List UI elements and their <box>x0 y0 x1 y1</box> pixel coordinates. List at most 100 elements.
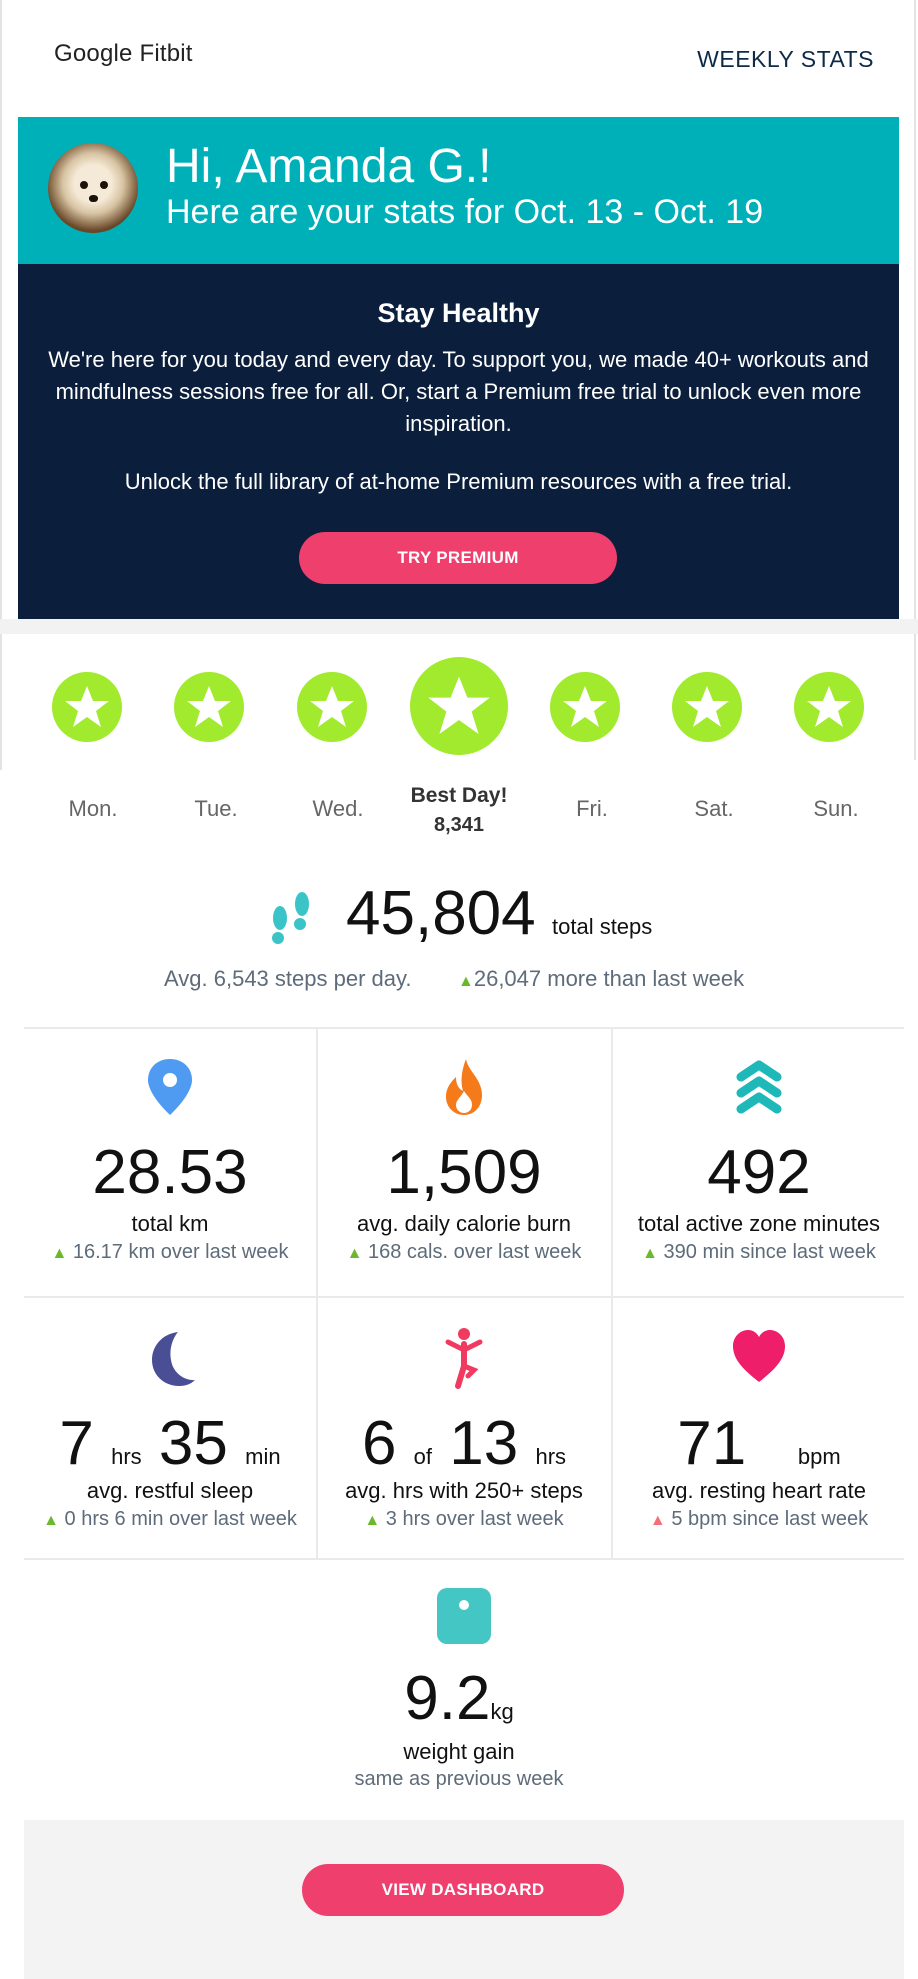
distance-value: 28.53 <box>92 1138 248 1207</box>
up-arrow-icon: ▲ <box>364 1512 381 1529</box>
steps-change: ▲26,047 more than last week <box>458 966 744 992</box>
heart-rate-number: 71 <box>677 1409 747 1478</box>
card-border-right <box>914 0 916 760</box>
day-label: Fri. <box>576 796 608 821</box>
sleep-change-text: 0 hrs 6 min over last week <box>64 1508 297 1530</box>
distance-change: ▲ 16.17 km over last week <box>16 1241 324 1264</box>
promo-body: We're here for you today and every day. … <box>48 347 869 436</box>
active-zone-change: ▲ 390 min since last week <box>605 1241 913 1264</box>
best-day-value: 8,341 <box>433 814 485 836</box>
stat-sleep: 7 hrs 35 min avg. restful sleep ▲ 0 hrs … <box>24 1298 316 1558</box>
heart-rate-value: 71 bpm <box>613 1408 905 1479</box>
footsteps-icon <box>272 892 309 944</box>
sleep-minutes-unit: min <box>245 1444 281 1469</box>
total-steps-value: 45,804 <box>346 879 536 948</box>
divider <box>24 1296 904 1298</box>
active-zone-icon <box>736 1060 782 1114</box>
calories-change-text: 168 cals. over last week <box>367 1241 582 1263</box>
up-arrow-icon: ▲ <box>51 1245 68 1262</box>
hourly-steps-unit: hrs <box>535 1444 567 1469</box>
weight-label: weight gain <box>403 1739 515 1764</box>
card-border-left <box>0 0 2 770</box>
star-icon <box>794 672 864 742</box>
best-day-star-icon <box>410 657 508 755</box>
stat-calories: 1,509 avg. daily calorie burn ▲ 168 cals… <box>318 1029 610 1296</box>
greeting-subtitle: Here are your stats for Oct. 13 - Oct. 1… <box>166 193 764 231</box>
heart-rate-label: avg. resting heart rate <box>651 1478 866 1503</box>
active-zone-label: total active zone minutes <box>637 1211 881 1236</box>
star-icon <box>52 672 122 742</box>
sleep-label: avg. restful sleep <box>86 1478 254 1503</box>
sleep-value: 7 hrs 35 min <box>24 1408 316 1479</box>
day-label: Wed. <box>312 796 364 821</box>
stat-heart-rate: 71 bpm avg. resting heart rate ▲ 5 bpm s… <box>613 1298 905 1558</box>
active-zone-change-text: 390 min since last week <box>663 1241 876 1263</box>
promo-section: Stay Healthy We're here for you today an… <box>18 264 899 619</box>
active-zone-value: 492 <box>707 1138 811 1207</box>
divider <box>611 1029 613 1558</box>
sleep-hours-unit: hrs <box>111 1444 142 1469</box>
up-arrow-icon: ▲ <box>642 1245 658 1262</box>
stat-hourly-steps: 6 of 13 hrs avg. hrs with 250+ steps ▲ 3… <box>318 1298 610 1558</box>
moon-icon <box>152 1332 195 1386</box>
day-label: Tue. <box>194 796 238 821</box>
hourly-steps-change-text: 3 hrs over last week <box>385 1508 564 1530</box>
divider <box>24 1027 904 1029</box>
stat-distance: 28.53 total km ▲ 16.17 km over last week <box>24 1029 316 1296</box>
steps-change-text: 26,047 more than last week <box>473 966 745 991</box>
distance-label: total km <box>131 1211 209 1236</box>
hourly-steps-total: 13 <box>449 1409 519 1478</box>
avatar-eye <box>100 181 108 189</box>
total-steps-label: total steps <box>552 914 653 939</box>
best-day-label: Best Day! <box>410 784 508 807</box>
promo-title: Stay Healthy <box>377 298 540 328</box>
star-icon <box>174 672 244 742</box>
promo-body-secondary: Unlock the full library of at-home Premi… <box>124 469 793 494</box>
section-divider <box>0 619 918 634</box>
scale-dial <box>459 1600 469 1610</box>
steps-average: Avg. 6,543 steps per day. <box>164 966 412 991</box>
up-arrow-icon: ▲ <box>649 1512 666 1529</box>
hourly-steps-change: ▲ 3 hrs over last week <box>310 1508 618 1531</box>
stat-active-zone: 492 total active zone minutes ▲ 390 min … <box>613 1029 905 1296</box>
sleep-minutes: 35 <box>158 1409 228 1478</box>
heart-rate-change-text: 5 bpm since last week <box>671 1508 869 1530</box>
avatar-nose <box>89 195 98 202</box>
location-pin-icon <box>148 1059 192 1115</box>
up-arrow-icon: ▲ <box>43 1512 59 1529</box>
heart-icon <box>733 1330 785 1382</box>
avatar-eye <box>80 181 88 189</box>
fitbit-logo[interactable]: Google Fitbit <box>54 40 193 67</box>
sleep-change: ▲ 0 hrs 6 min over last week <box>16 1508 324 1531</box>
hourly-steps-met: 6 <box>361 1409 397 1478</box>
hero-banner: Hi, Amanda G.! Here are your stats for O… <box>18 117 899 264</box>
footer-section: VIEW DASHBOARD <box>24 1820 904 1979</box>
up-arrow-icon: ▲ <box>346 1245 363 1262</box>
view-dashboard-button[interactable]: VIEW DASHBOARD <box>302 1864 624 1916</box>
flame-icon <box>446 1059 482 1115</box>
try-premium-button[interactable]: TRY PREMIUM <box>299 532 617 584</box>
star-icon <box>672 672 742 742</box>
weight-unit: kg <box>490 1699 514 1724</box>
scale-icon <box>437 1588 491 1644</box>
hourly-steps-label: avg. hrs with 250+ steps <box>345 1478 583 1503</box>
calories-label: avg. daily calorie burn <box>356 1211 571 1236</box>
star-icon <box>550 672 620 742</box>
calories-value: 1,509 <box>386 1138 542 1207</box>
heart-rate-unit: bpm <box>797 1444 841 1469</box>
weight-value: 9.2kg <box>0 1663 918 1734</box>
greeting-title: Hi, Amanda G.! <box>166 140 492 193</box>
weekly-stats-link[interactable]: WEEKLY STATS <box>697 46 874 72</box>
heart-rate-change: ▲ 5 bpm since last week <box>605 1508 913 1531</box>
hourly-steps-of: of <box>413 1444 433 1469</box>
day-label: Sun. <box>813 796 859 821</box>
person-active-icon <box>445 1328 483 1389</box>
divider <box>24 1558 904 1560</box>
hourly-steps-value: 6 of 13 hrs <box>318 1408 610 1479</box>
day-label: Sat. <box>694 796 734 821</box>
day-label: Mon. <box>68 796 118 821</box>
star-icon <box>297 672 367 742</box>
sleep-hours: 7 <box>59 1409 94 1478</box>
weight-change: same as previous week <box>354 1768 564 1790</box>
